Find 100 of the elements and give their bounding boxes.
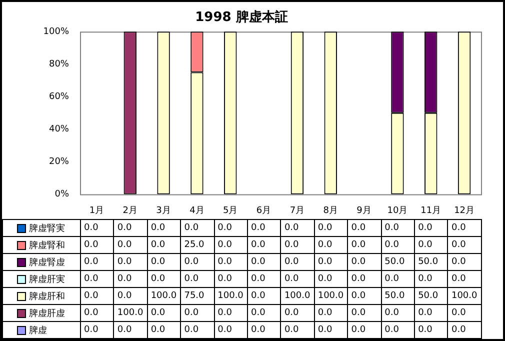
data-label: 0.0 (348, 270, 382, 288)
legend-label: 脾虚腎和 (29, 240, 65, 250)
data-label: 0.0 (214, 304, 248, 322)
data-label: 0.0 (248, 288, 281, 304)
data-label: 100.0 (214, 288, 248, 304)
data-label: 0.0 (414, 322, 448, 338)
data-label: 0.0 (114, 236, 148, 254)
data-label: 0.0 (147, 304, 181, 322)
data-label: 0.0 (214, 254, 248, 270)
data-label: 0.0 (448, 220, 482, 236)
x-tick-label: 9月 (356, 206, 372, 216)
data-label: 0.0 (147, 254, 181, 270)
legend-label: 脾虚肝和 (29, 292, 65, 302)
chart-title: 1998 脾虚本証 (195, 9, 288, 26)
data-label: 0.0 (248, 322, 281, 338)
data-label: 0.0 (80, 304, 114, 322)
data-label: 0.0 (248, 270, 281, 288)
x-tick-label: 7月 (290, 206, 305, 216)
data-label: 0.0 (314, 254, 348, 270)
data-label: 0.0 (381, 236, 415, 254)
data-label: 0.0 (448, 270, 482, 288)
legend-label: 脾虚肝実 (29, 274, 65, 284)
data-label: 0.0 (114, 220, 148, 236)
data-label: 0.0 (248, 236, 281, 254)
data-label: 0.0 (448, 254, 482, 270)
data-label: 0.0 (80, 236, 114, 254)
data-label: 0.0 (314, 220, 348, 236)
data-label: 0.0 (80, 270, 114, 288)
x-tick-label: 4月 (190, 206, 204, 216)
data-label: 100.0 (147, 288, 181, 304)
data-label: 50.0 (414, 288, 448, 304)
data-label: 0.0 (214, 322, 248, 338)
data-label: 100.0 (448, 288, 482, 304)
y-tick-label: 100% (43, 26, 70, 37)
data-label: 0.0 (180, 322, 214, 338)
legend-label: 脾虚腎実 (29, 224, 65, 234)
data-label: 0.0 (280, 304, 314, 322)
x-tick-label: 12月 (454, 206, 475, 216)
data-label: 0.0 (248, 304, 281, 322)
data-label: 0.0 (80, 288, 114, 304)
data-label: 0.0 (348, 304, 382, 322)
data-label: 100.0 (314, 288, 348, 304)
data-label: 0.0 (80, 220, 114, 236)
data-label: 0.0 (314, 322, 348, 338)
data-label: 100.0 (280, 288, 314, 304)
data-label: 0.0 (248, 254, 281, 270)
x-tick-label: 10月 (387, 206, 408, 216)
data-label: 0.0 (280, 270, 314, 288)
data-label: 0.0 (180, 254, 214, 270)
data-label: 0.0 (414, 220, 448, 236)
data-label: 0.0 (381, 322, 415, 338)
data-label: 0.0 (147, 270, 181, 288)
data-label: 50.0 (381, 254, 415, 270)
y-tick-label: 40% (48, 124, 70, 135)
data-label: 75.0 (180, 288, 214, 304)
y-tick-label: 20% (48, 157, 70, 168)
legend-label: 脾虚 (29, 326, 47, 336)
x-tick-label: 6月 (256, 206, 272, 216)
data-label: 0.0 (280, 220, 314, 236)
data-label: 0.0 (280, 254, 314, 270)
data-label: 0.0 (80, 254, 114, 270)
data-label: 50.0 (414, 254, 448, 270)
x-tick-label: 3月 (156, 206, 171, 216)
data-label: 0.0 (180, 220, 214, 236)
data-label: 25.0 (180, 236, 214, 254)
data-label: 50.0 (381, 288, 415, 304)
data-label: 0.0 (348, 288, 382, 304)
data-label: 0.0 (248, 220, 281, 236)
data-label: 0.0 (180, 270, 214, 288)
data-label: 0.0 (214, 270, 248, 288)
data-label: 0.0 (414, 236, 448, 254)
data-label: 0.0 (214, 220, 248, 236)
x-tick-label: 5月 (223, 206, 238, 216)
data-label: 0.0 (147, 236, 181, 254)
data-label: 0.0 (314, 270, 348, 288)
data-label: 0.0 (147, 220, 181, 236)
data-label: 0.0 (114, 254, 148, 270)
data-label: 0.0 (448, 236, 482, 254)
data-label: 0.0 (348, 236, 382, 254)
legend-label: 脾虚腎虚 (29, 258, 65, 268)
data-label: 0.0 (314, 304, 348, 322)
x-tick-label: 8月 (323, 206, 338, 216)
data-label: 0.0 (348, 220, 382, 236)
data-label: 0.0 (147, 322, 181, 338)
data-label: 0.0 (381, 220, 415, 236)
data-label: 0.0 (280, 236, 314, 254)
x-tick-label: 2月 (122, 206, 138, 216)
data-label: 0.0 (280, 322, 314, 338)
data-label: 0.0 (114, 288, 148, 304)
data-label: 0.0 (114, 270, 148, 288)
x-tick-label: 1月 (89, 206, 104, 216)
y-tick-label: 80% (48, 59, 70, 70)
data-label: 0.0 (448, 322, 482, 338)
data-label: 0.0 (180, 304, 214, 322)
data-label: 0.0 (214, 236, 248, 254)
legend-label: 脾虚肝虚 (29, 308, 65, 318)
data-label: 0.0 (414, 304, 448, 322)
y-tick-label: 60% (48, 92, 70, 102)
data-label: 0.0 (348, 322, 382, 338)
data-label: 0.0 (114, 322, 148, 338)
